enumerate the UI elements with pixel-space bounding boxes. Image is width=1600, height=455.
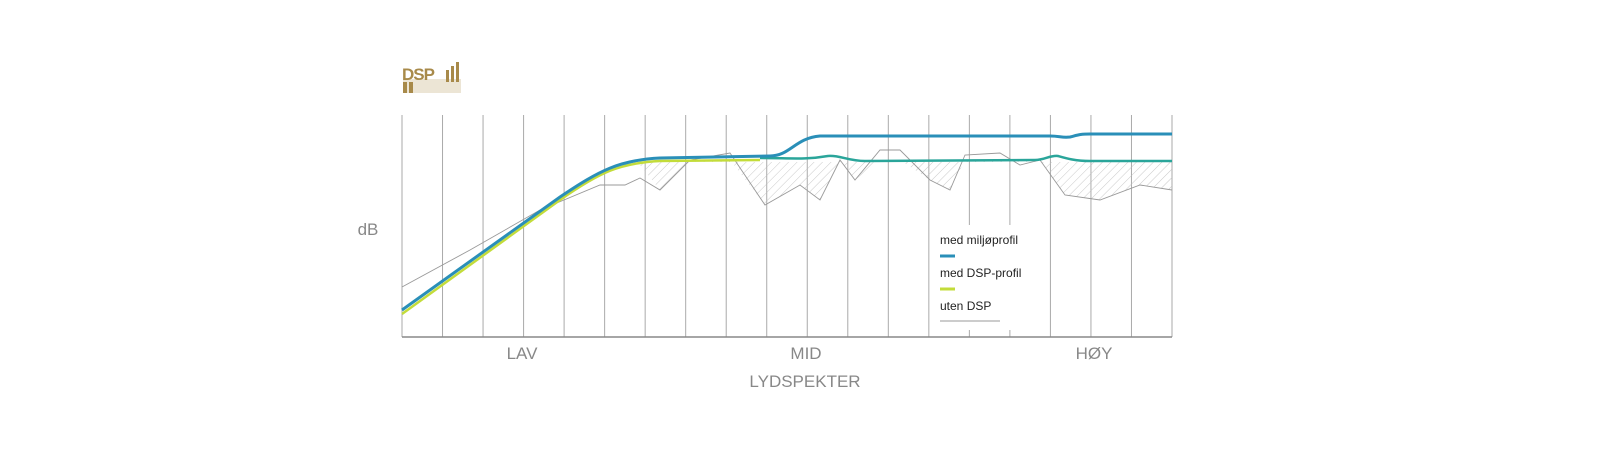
- legend-label: med miljøprofil: [940, 233, 1018, 247]
- curve-teal: [759, 154, 1172, 163]
- y-axis-label: dB: [358, 220, 379, 239]
- x-axis-label: LYDSPEKTER: [749, 372, 860, 391]
- region-label: MID: [790, 344, 821, 363]
- region-label: LAV: [507, 344, 539, 363]
- logo-text: DSP: [402, 65, 435, 84]
- region-label: HØY: [1076, 344, 1113, 363]
- legend-label: uten DSP: [940, 299, 991, 313]
- legend-bg: [935, 225, 1015, 330]
- hatched-area: [640, 160, 1172, 205]
- curve-dsp: [401, 158, 761, 316]
- grid: [401, 115, 1173, 337]
- legend-label: med DSP-profil: [940, 266, 1021, 280]
- logo: DSP: [402, 62, 461, 93]
- curve-environment: [401, 132, 1172, 312]
